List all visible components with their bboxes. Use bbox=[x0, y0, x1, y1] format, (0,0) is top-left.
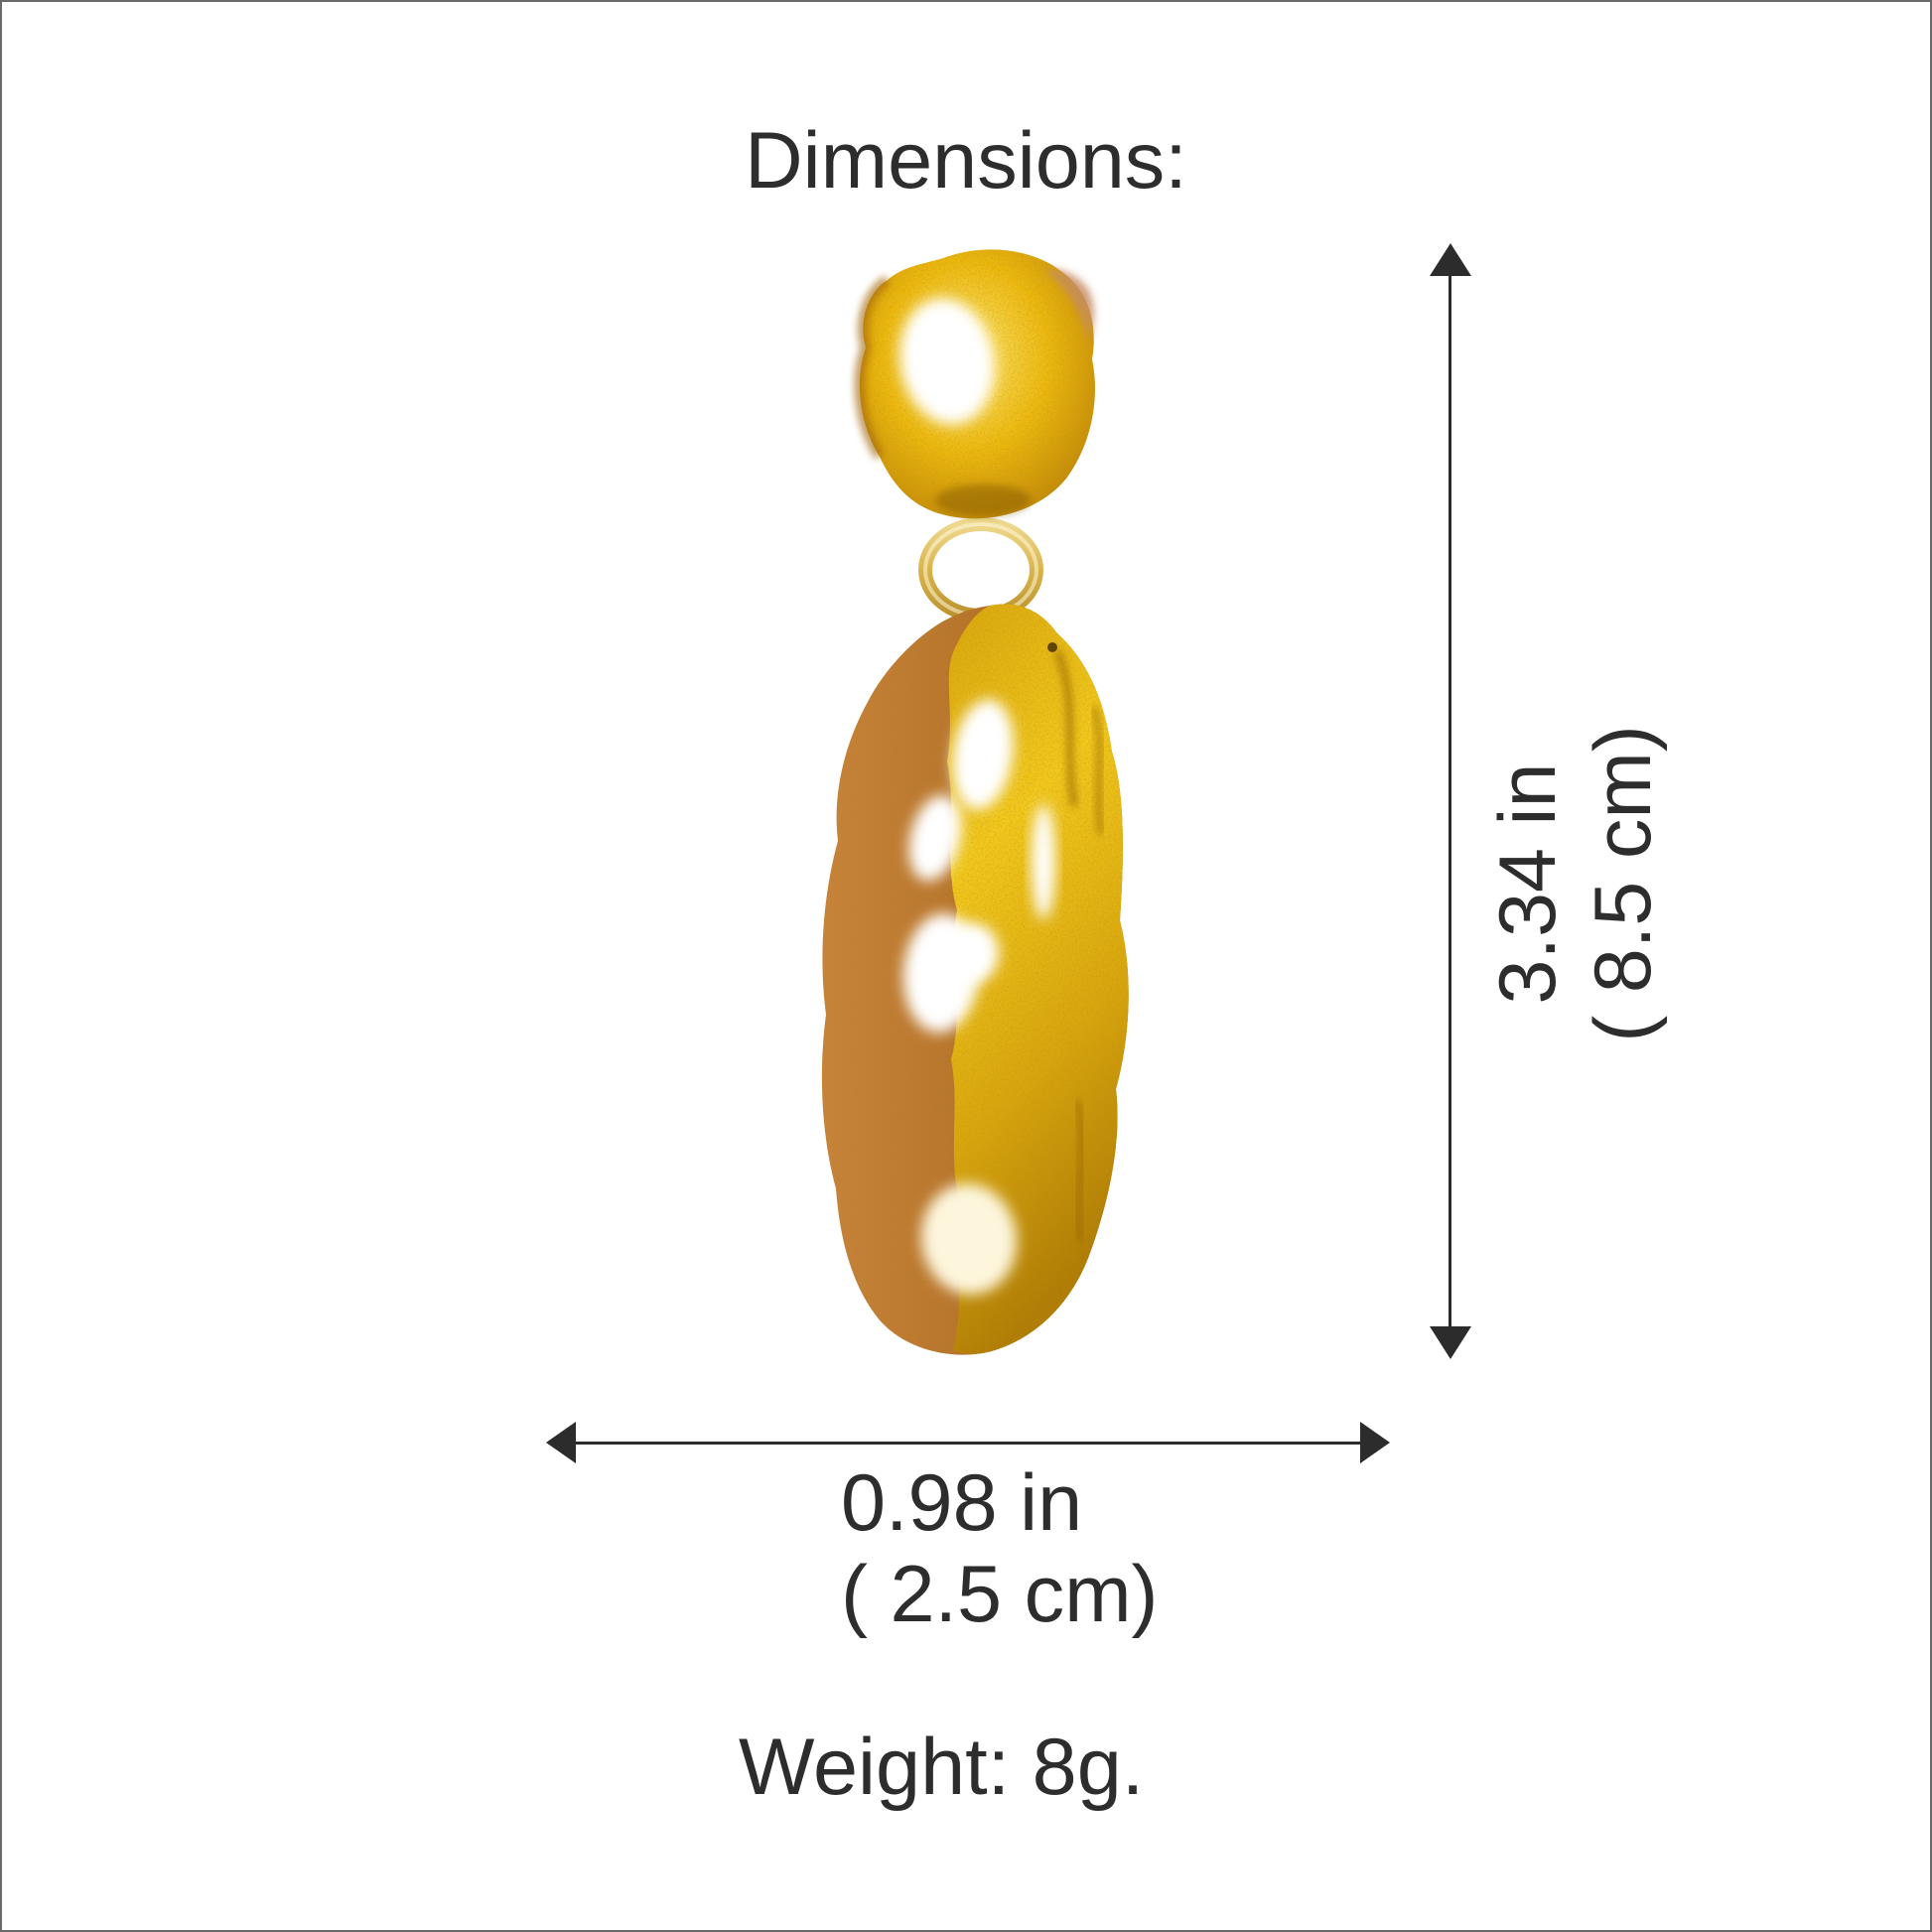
height-dimension-label: 3.34 in ( 8.5 cm) bbox=[1480, 725, 1671, 1042]
arrow-right-icon bbox=[1360, 1422, 1390, 1463]
width-inches-label: 0.98 in bbox=[841, 1458, 1083, 1548]
arrow-down-icon bbox=[1430, 1326, 1471, 1359]
stud-nugget bbox=[854, 249, 1095, 519]
width-cm-label: ( 2.5 cm) bbox=[841, 1550, 1159, 1639]
pendant-nugget bbox=[821, 604, 1129, 1355]
weight-label: Weight: 8g. bbox=[739, 1723, 1145, 1812]
width-dimension-label: 0.98 in ( 2.5 cm) bbox=[841, 1457, 1159, 1640]
earring-product-image bbox=[821, 249, 1129, 1355]
arrow-up-icon bbox=[1430, 243, 1471, 276]
arrow-left-icon bbox=[546, 1422, 576, 1463]
vertical-dimension-line bbox=[1449, 275, 1451, 1327]
page-title: Dimensions: bbox=[745, 116, 1187, 206]
horizontal-dimension-line bbox=[576, 1442, 1360, 1445]
height-inches-label: 3.34 in bbox=[1483, 762, 1573, 1005]
jump-ring bbox=[918, 517, 1043, 622]
height-cm-label: ( 8.5 cm) bbox=[1579, 725, 1668, 1042]
